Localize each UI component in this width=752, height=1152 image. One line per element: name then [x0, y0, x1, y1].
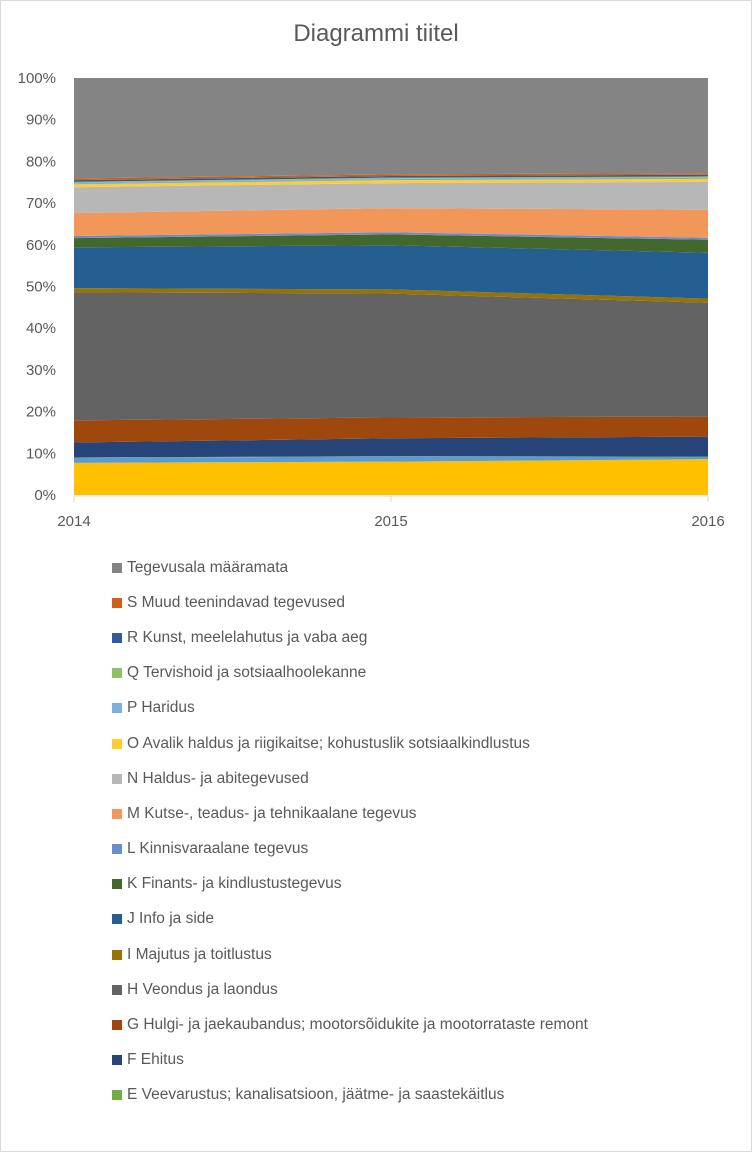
legend-item: L Kinnisvaraalane tegevus	[112, 832, 588, 867]
legend-item: Q Tervishoid ja sotsiaalhoolekanne	[112, 656, 588, 691]
legend-item: M Kutse-, teadus- ja tehnikaalane tegevu…	[112, 796, 588, 831]
legend-swatch-icon	[112, 879, 122, 890]
legend-swatch-icon	[112, 773, 122, 784]
area-series-14	[74, 176, 708, 184]
legend-swatch-icon	[112, 844, 122, 855]
legend-item: N Haldus- ja abitegevused	[112, 761, 588, 796]
area-series-8	[74, 234, 708, 253]
area-series-3	[74, 436, 708, 458]
area-series-17	[74, 78, 708, 179]
legend-label: G Hulgi- ja jaekaubandus; mootorsõidukit…	[127, 1016, 588, 1034]
legend-label: R Kunst, meelelahutus ja vaba aeg	[127, 628, 368, 646]
y-tick-label: 0%	[34, 487, 56, 504]
legend-label: M Kutse-, teadus- ja tehnikaalane tegevu…	[127, 804, 417, 822]
area-series-10	[74, 208, 708, 238]
legend-item: H Veondus ja laondus	[112, 972, 588, 1007]
area-series-9	[74, 232, 708, 240]
area-series-13	[74, 177, 708, 185]
chart-title: Diagrammi tiitel	[293, 20, 459, 47]
legend-item: G Hulgi- ja jaekaubandus; mootorsõidukit…	[112, 1007, 588, 1042]
area-series-4	[74, 416, 708, 443]
y-tick-label: 90%	[26, 112, 56, 129]
y-tick-label: 60%	[26, 237, 56, 254]
area-series-7	[74, 245, 708, 299]
x-tick-label: 2014	[57, 513, 90, 530]
legend-label: P Haridus	[127, 699, 195, 717]
legend-swatch-icon	[112, 1090, 122, 1101]
legend-label: O Avalik haldus ja riigikaitse; kohustus…	[127, 734, 530, 752]
legend-swatch-icon	[112, 632, 122, 643]
legend-swatch-icon	[112, 949, 122, 960]
legend-swatch-icon	[112, 984, 122, 995]
legend-item: Tegevusala määramata	[112, 550, 588, 585]
x-tick-label: 2015	[374, 513, 407, 530]
y-tick-label: 70%	[26, 195, 56, 212]
area-series-1	[74, 456, 708, 463]
area-series-0	[74, 459, 708, 495]
legend-label: E Veevarustus; kanalisatsioon, jäätme- j…	[127, 1086, 505, 1104]
area-series-12	[74, 178, 708, 188]
legend-label: I Majutus ja toitlustus	[127, 945, 272, 963]
y-tick-label: 100%	[18, 70, 56, 87]
chart-plot-area: 0% 10% 20% 30% 40% 50% 60% 70% 80% 90% 100% 2014 201…	[18, 70, 725, 530]
legend-item: J Info ja side	[112, 902, 588, 937]
legend-label: K Finants- ja kindlustustegevus	[127, 875, 342, 893]
legend-item: S Muud teenindavad tegevused	[112, 585, 588, 620]
legend-label: N Haldus- ja abitegevused	[127, 769, 309, 787]
y-tick-label: 40%	[26, 320, 56, 337]
legend-label: Q Tervishoid ja sotsiaalhoolekanne	[127, 664, 367, 682]
legend-swatch-icon	[112, 703, 122, 714]
y-tick-label: 50%	[26, 279, 56, 296]
legend-label: J Info ja side	[127, 910, 215, 928]
y-tick-label: 20%	[26, 404, 56, 421]
area-series-6	[74, 288, 708, 303]
chart-legend: Tegevusala määramata S Muud teenindavad t…	[112, 550, 588, 1113]
legend-item: E Veevarustus; kanalisatsioon, jäätme- j…	[112, 1078, 588, 1113]
legend-swatch-icon	[112, 738, 122, 749]
x-tick-label: 2016	[691, 513, 724, 530]
legend-swatch-icon	[112, 1020, 122, 1031]
legend-item: F Ehitus	[112, 1043, 588, 1078]
legend-item: I Majutus ja toitlustus	[112, 937, 588, 972]
area-series-15	[74, 174, 708, 182]
legend-item: K Finants- ja kindlustustegevus	[112, 867, 588, 902]
legend-swatch-icon	[112, 914, 122, 925]
y-tick-label: 30%	[26, 362, 56, 379]
legend-label: L Kinnisvaraalane tegevus	[127, 840, 309, 858]
area-series-5	[74, 292, 708, 421]
legend-label: H Veondus ja laondus	[127, 980, 278, 998]
legend-item: P Haridus	[112, 691, 588, 726]
area-series-2	[74, 456, 708, 458]
legend-swatch-icon	[112, 668, 122, 679]
legend-label: F Ehitus	[127, 1051, 184, 1069]
legend-swatch-icon	[112, 562, 122, 573]
area-series-16	[74, 173, 708, 181]
legend-swatch-icon	[112, 597, 122, 608]
y-tick-label: 80%	[26, 153, 56, 170]
legend-item: O Avalik haldus ja riigikaitse; kohustus…	[112, 726, 588, 761]
legend-swatch-icon	[112, 808, 122, 819]
legend-label: Tegevusala määramata	[127, 558, 289, 576]
legend-label: S Muud teenindavad tegevused	[127, 593, 346, 611]
legend-item: R Kunst, meelelahutus ja vaba aeg	[112, 620, 588, 655]
area-series-11	[74, 181, 708, 214]
legend-swatch-icon	[112, 1055, 122, 1066]
y-tick-label: 10%	[26, 445, 56, 462]
